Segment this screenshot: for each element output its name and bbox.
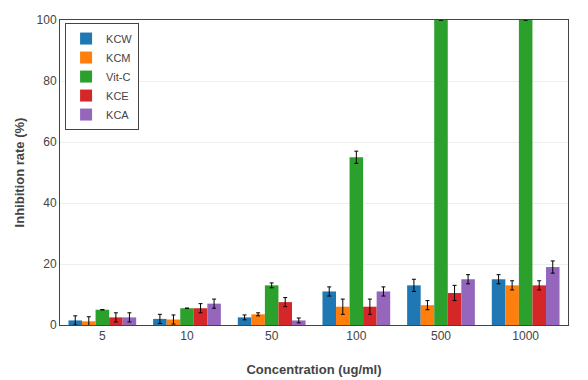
svg-text:KCA: KCA xyxy=(106,109,129,121)
svg-text:5: 5 xyxy=(99,329,106,343)
svg-text:1000: 1000 xyxy=(512,329,539,343)
svg-text:KCW: KCW xyxy=(106,33,132,45)
svg-text:Vit-C: Vit-C xyxy=(106,71,130,83)
svg-text:10: 10 xyxy=(180,329,194,343)
svg-text:Inhibition rate (%): Inhibition rate (%) xyxy=(12,118,27,228)
svg-text:0: 0 xyxy=(50,318,57,332)
svg-text:50: 50 xyxy=(265,329,279,343)
svg-text:500: 500 xyxy=(431,329,451,343)
svg-text:60: 60 xyxy=(43,135,57,149)
svg-text:100: 100 xyxy=(37,13,57,27)
svg-text:40: 40 xyxy=(43,196,57,210)
svg-text:80: 80 xyxy=(43,74,57,88)
svg-text:100: 100 xyxy=(346,329,366,343)
svg-text:20: 20 xyxy=(43,257,57,271)
svg-text:Concentration (ug/ml): Concentration (ug/ml) xyxy=(246,362,381,377)
svg-text:KCE: KCE xyxy=(106,90,129,102)
svg-text:KCM: KCM xyxy=(106,52,130,64)
